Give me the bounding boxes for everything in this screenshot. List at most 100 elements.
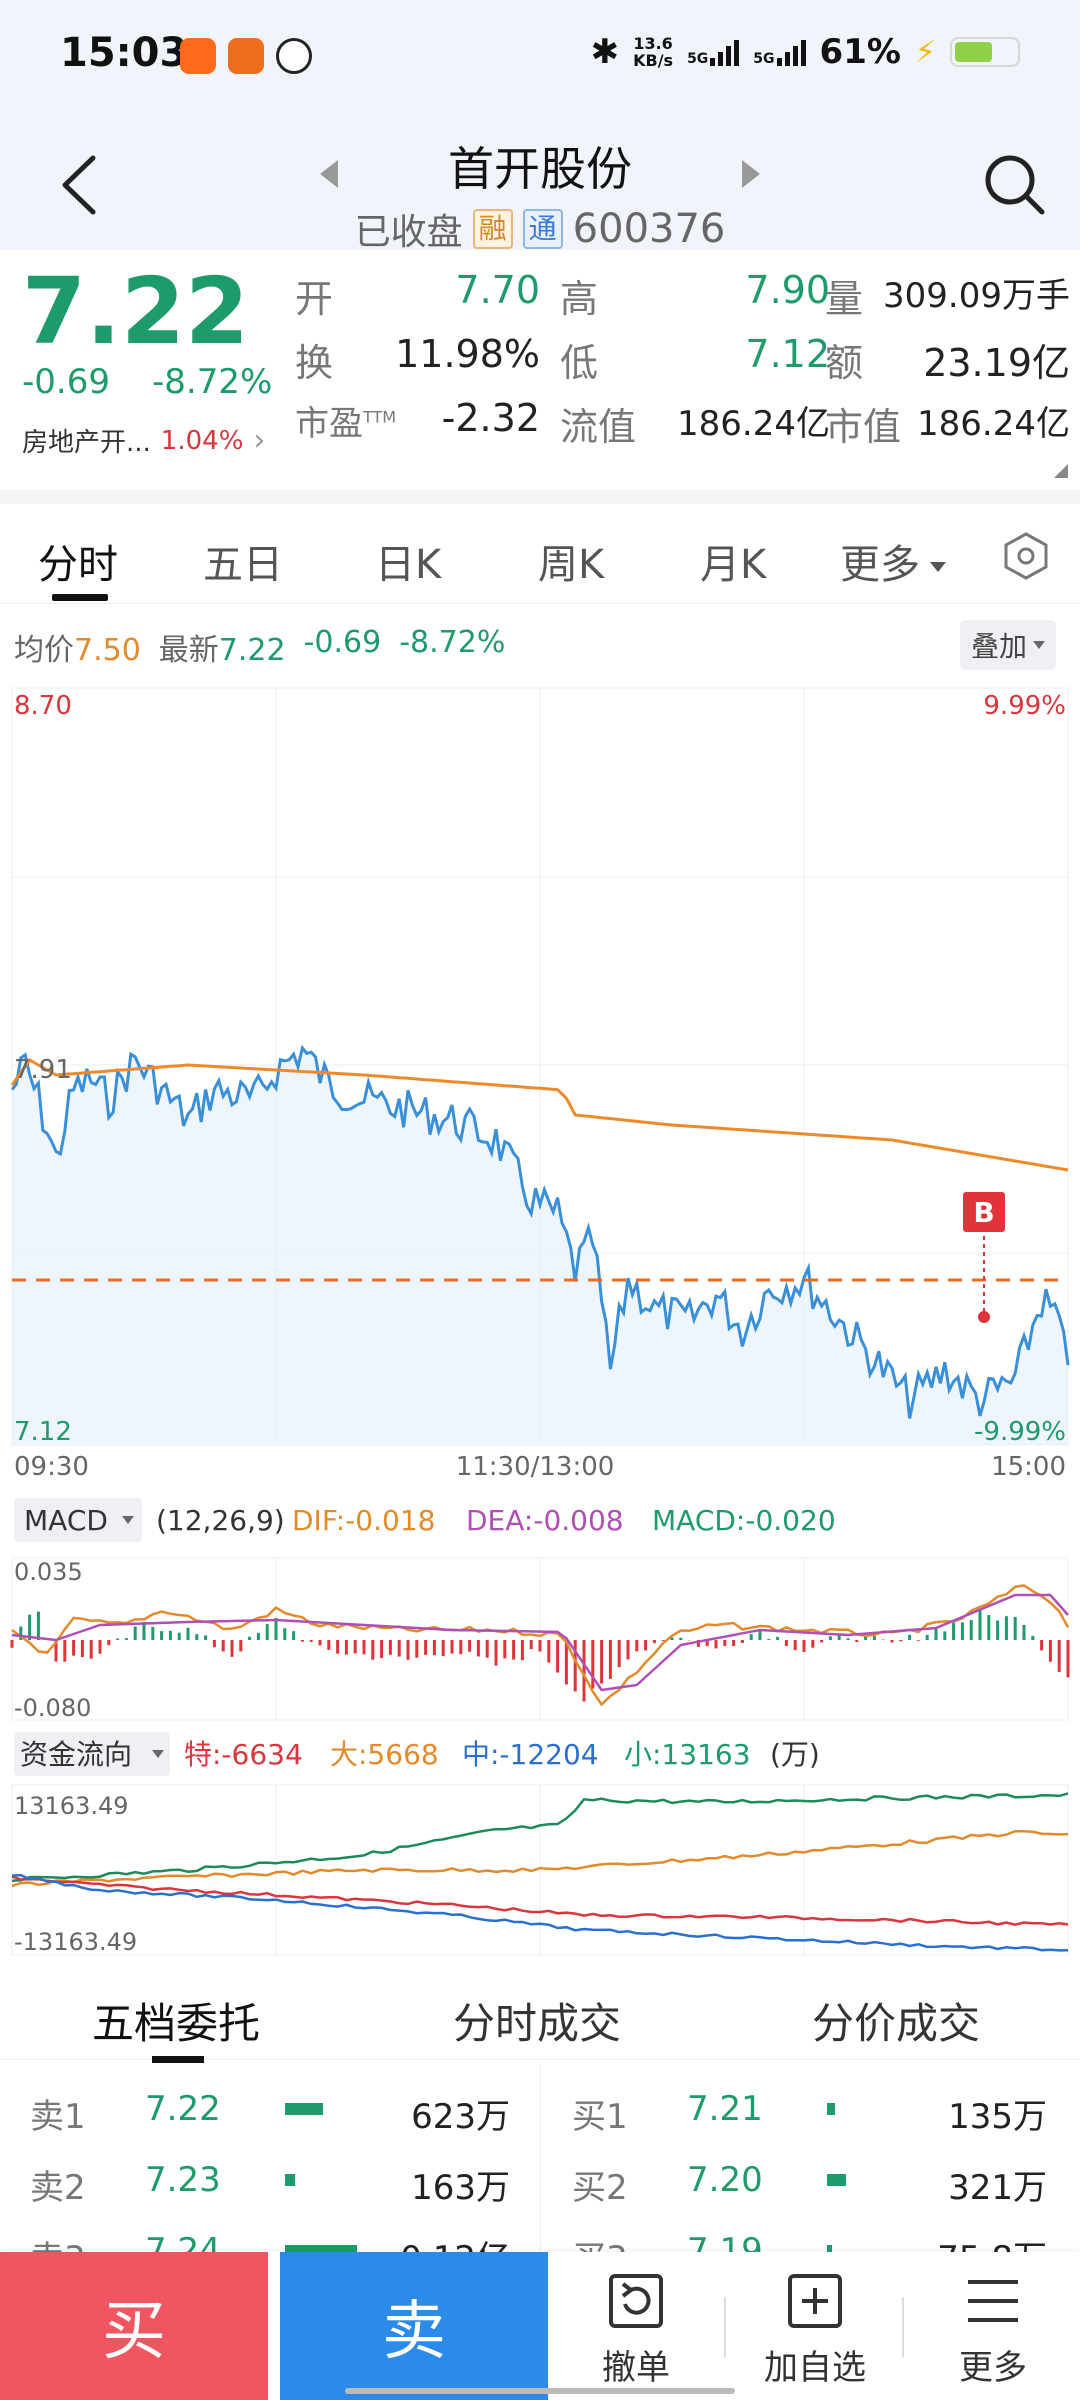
macd-dea: DEA:-0.008 — [466, 1504, 624, 1537]
tab-more[interactable]: 更多 — [840, 532, 946, 590]
macd-bar — [36, 1611, 40, 1640]
macd-bar — [987, 1615, 991, 1640]
status-bar: 15:03 ✱ 13.6 KB/s 5G 5G 61% ⚡ — [0, 0, 1080, 115]
sell-row-1-bar — [285, 2103, 323, 2115]
macd-bar — [1057, 1640, 1061, 1672]
add-watchlist-button[interactable]: 加自选 — [735, 2262, 895, 2392]
macd-bar — [960, 1622, 964, 1640]
macd-bar — [969, 1620, 973, 1640]
more-menu-button[interactable]: 更多 — [913, 2262, 1073, 2392]
macd-axis-top: 0.035 — [14, 1558, 83, 1586]
order-book-tabs: 五档委托 分时成交 分价成交 — [0, 1960, 1080, 2063]
macd-bar — [28, 1614, 32, 1640]
weibo-icon — [276, 38, 312, 74]
time-start: 09:30 — [14, 1452, 89, 1482]
chart-settings-icon[interactable] — [1000, 530, 1052, 582]
macd-bar — [661, 1640, 665, 1641]
macd-bar — [732, 1640, 736, 1647]
macd-bar — [309, 1640, 313, 1642]
macd-bar — [899, 1640, 903, 1642]
macd-bar — [758, 1630, 762, 1640]
macd-bar — [256, 1632, 260, 1640]
prev-stock-button[interactable] — [320, 160, 338, 188]
macd-bar — [98, 1640, 102, 1654]
section-separator — [0, 490, 1080, 504]
overlay-button[interactable]: 叠加 — [960, 620, 1056, 670]
macd-bar — [908, 1634, 912, 1640]
macd-bar — [714, 1640, 718, 1649]
sell-row-2[interactable]: 卖2 7.23 163万 — [30, 2160, 510, 2208]
macd-bar — [380, 1640, 384, 1659]
tab-monthly-k[interactable]: 月K — [700, 542, 767, 588]
stat-turnover-value: 11.98% — [395, 332, 540, 376]
macd-bar — [63, 1640, 67, 1662]
tab-daily-k[interactable]: 日K — [375, 542, 442, 588]
sell-button[interactable]: 卖 — [280, 2252, 548, 2400]
sell-row-1[interactable]: 卖1 7.22 623万 — [30, 2089, 510, 2137]
macd-bar — [476, 1640, 480, 1657]
stat-turnover: 换 — [295, 341, 334, 385]
buy-row-2[interactable]: 买2 7.20 321万 — [572, 2160, 1047, 2208]
tab-price-trades[interactable]: 分价成交 — [812, 1999, 981, 2048]
signal-bars-icon — [776, 38, 806, 66]
macd-bar — [186, 1627, 190, 1640]
search-icon[interactable] — [980, 150, 1050, 220]
signal-bars-icon — [710, 38, 740, 66]
tab-five-level[interactable]: 五档委托 — [92, 1999, 261, 2048]
macd-bar — [265, 1624, 269, 1640]
back-button[interactable] — [55, 150, 105, 220]
tab-five-day[interactable]: 五日 — [203, 542, 283, 588]
next-stock-button[interactable] — [742, 160, 760, 188]
macd-bar — [644, 1640, 648, 1651]
macd-bar — [204, 1635, 208, 1640]
macd-bar — [925, 1634, 929, 1640]
macd-bar — [292, 1631, 296, 1640]
macd-bar — [520, 1640, 524, 1661]
macd-bar — [177, 1632, 181, 1640]
macd-bar — [168, 1630, 172, 1640]
macd-bar — [494, 1640, 498, 1666]
tab-weekly-k[interactable]: 周K — [538, 542, 605, 588]
intraday-info: 均价7.50 最新7.22 -0.69 -8.72% — [14, 625, 505, 669]
macd-bar — [1022, 1624, 1026, 1640]
macd-bar — [600, 1640, 604, 1684]
tab-intraday[interactable]: 分时 — [38, 542, 118, 588]
intraday-chart[interactable]: B 8.70 9.99% 7.91 7.12 -9.99% 09:30 11:3… — [0, 680, 1080, 1960]
macd-bar — [397, 1640, 401, 1657]
macd-histogram — [10, 1610, 1070, 1702]
fund-flow-selector[interactable] — [14, 1732, 170, 1776]
macd-bar — [503, 1640, 507, 1659]
stat-high-value: 7.90 — [745, 268, 830, 312]
macd-bar — [864, 1635, 868, 1640]
tab-tick-trades[interactable]: 分时成交 — [453, 1999, 622, 2048]
buy-button[interactable]: 买 — [0, 2252, 268, 2400]
net-speed: 13.6 KB/s — [633, 34, 674, 70]
header: 首开股份 已收盘 融 通 600376 — [0, 115, 1080, 253]
buy-row-1[interactable]: 买1 7.21 135万 — [572, 2089, 1047, 2137]
macd-bar — [283, 1628, 287, 1640]
macd-bar — [1031, 1635, 1035, 1640]
macd-bar — [19, 1626, 23, 1640]
time-end: 15:00 — [991, 1452, 1066, 1482]
macd-bar — [828, 1636, 832, 1640]
macd-bar — [802, 1640, 806, 1652]
sector-link[interactable]: 房地产开... 1.04% › — [22, 422, 265, 459]
macd-bar — [916, 1640, 920, 1641]
macd-bar — [767, 1638, 771, 1640]
macd-bar — [230, 1640, 234, 1657]
macd-params: (12,26,9) — [156, 1504, 285, 1537]
expand-corner-icon[interactable] — [1054, 464, 1068, 478]
fund-flow-label: 资金流向 — [20, 1738, 132, 1771]
macd-bar — [617, 1640, 621, 1668]
macd-bar — [151, 1626, 155, 1640]
stat-volume: 量 — [825, 277, 864, 321]
cancel-order-button[interactable]: 撤单 — [556, 2262, 716, 2392]
latest-price: 最新7.22 — [158, 633, 286, 668]
macd-bar — [837, 1634, 841, 1640]
price-change-pct: -8.72% — [152, 362, 273, 402]
fund-flow-small-line — [11, 1792, 1069, 1882]
battery-icon — [950, 37, 1020, 67]
macd-selector[interactable] — [14, 1498, 142, 1542]
price-axis-high: 8.70 — [14, 691, 72, 721]
macd-bar — [124, 1638, 128, 1640]
